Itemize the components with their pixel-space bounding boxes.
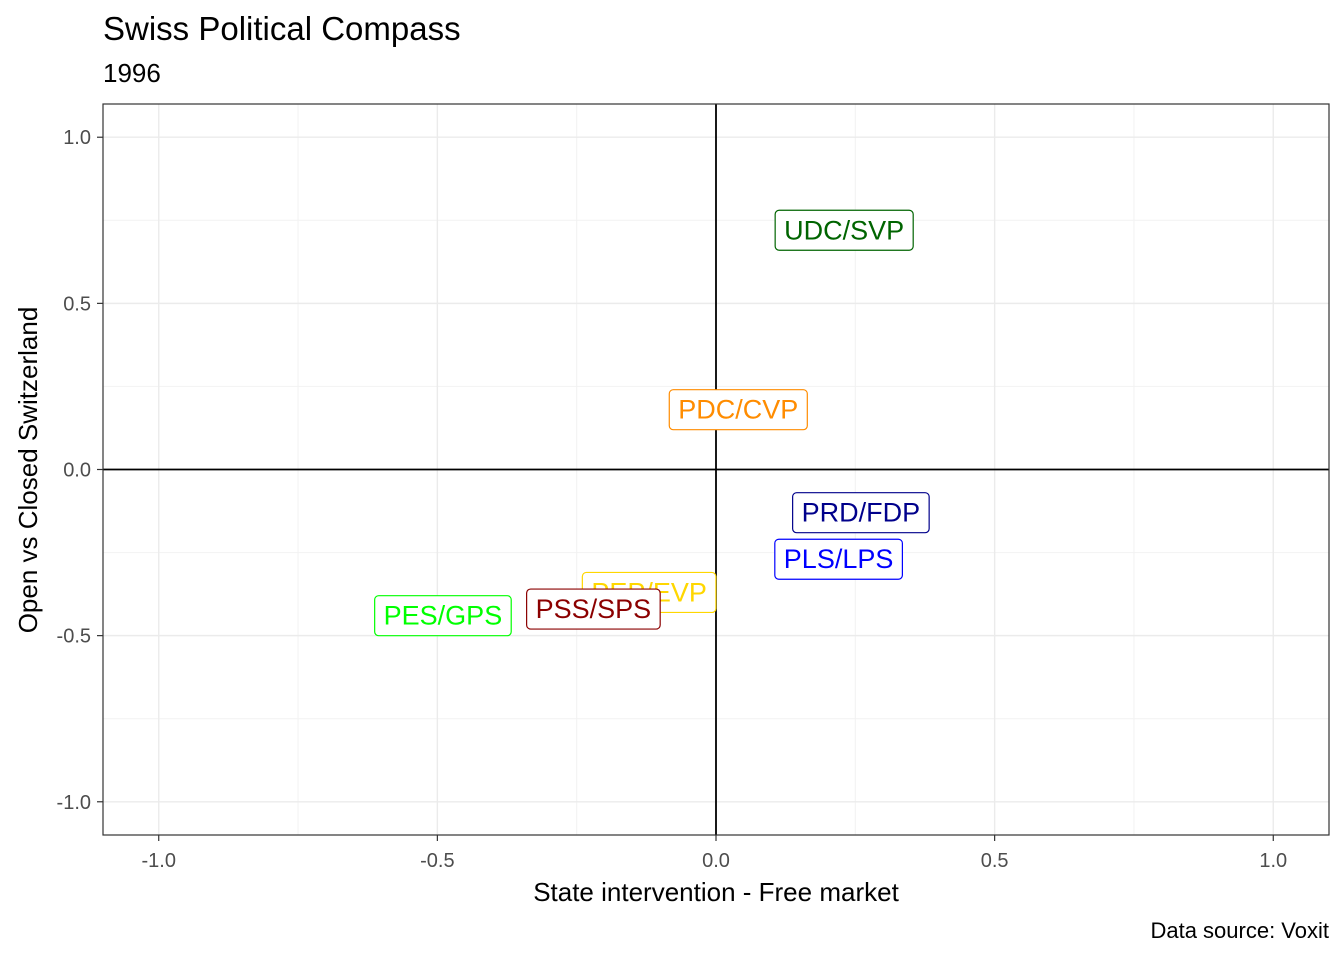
party-label-text: PDC/CVP [678, 395, 798, 425]
x-tick-label: 0.5 [981, 850, 1009, 872]
y-tick-label: 0.5 [63, 293, 91, 315]
party-label-udc-svp: UDC/SVP [774, 209, 914, 251]
chart-subtitle: 1996 [103, 58, 161, 88]
y-tick-label: -0.5 [57, 626, 91, 648]
party-label-text: PES/GPS [384, 601, 503, 631]
party-label-text: UDC/SVP [784, 215, 904, 245]
y-tick-label: 0.0 [63, 460, 91, 482]
party-label-text: PLS/LPS [784, 544, 894, 574]
x-tick-label: -1.0 [141, 850, 175, 872]
y-axis-title: Open vs Closed Switzerland [13, 307, 43, 634]
x-tick-label: 0.0 [702, 850, 730, 872]
party-label-text: PRD/FDP [802, 498, 921, 528]
party-label-box [792, 492, 930, 534]
party-label-box [526, 588, 661, 630]
y-tick-label: -1.0 [57, 792, 91, 814]
x-tick-label: 1.0 [1259, 850, 1287, 872]
party-label-pss-sps: PSS/SPS [526, 588, 661, 630]
party-label-box [668, 389, 808, 431]
party-label-box [374, 595, 512, 637]
party-label-prd-fdp: PRD/FDP [792, 492, 930, 534]
x-tick-label: -0.5 [420, 850, 454, 872]
party-label-text: PSS/SPS [536, 594, 652, 624]
party-label-pls-lps: PLS/LPS [774, 538, 903, 580]
chart-title: Swiss Political Compass [103, 10, 461, 47]
party-label-pdc-cvp: PDC/CVP [668, 389, 808, 431]
party-label-pes-gps: PES/GPS [374, 595, 512, 637]
party-label-box [774, 538, 903, 580]
x-axis-title: State intervention - Free market [533, 877, 899, 907]
y-tick-label: 1.0 [63, 127, 91, 149]
party-label-box [774, 209, 914, 251]
data-source-caption: Data source: Voxit [1150, 918, 1329, 943]
